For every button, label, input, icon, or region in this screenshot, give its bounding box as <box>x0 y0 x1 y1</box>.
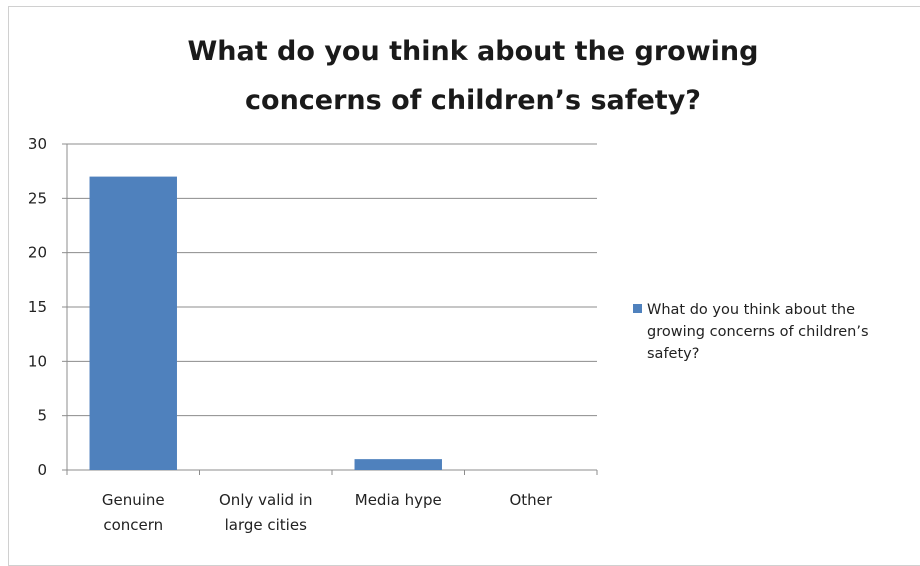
y-tick-label: 20 <box>28 244 47 262</box>
bar <box>89 176 177 470</box>
bars <box>89 176 442 470</box>
x-category-label: Only valid in <box>219 491 313 509</box>
y-tick-label: 5 <box>37 407 47 425</box>
y-tick-label: 10 <box>28 352 47 370</box>
y-tick-label: 30 <box>28 135 47 153</box>
chart-title-line: concerns of children’s safety? <box>245 85 701 116</box>
chart-title: What do you think about the growing conce… <box>188 36 759 116</box>
x-category-label: large cities <box>225 516 307 534</box>
x-category-label: Genuine <box>102 491 165 509</box>
x-category-label: concern <box>103 516 163 534</box>
legend-label: safety? <box>647 346 699 362</box>
y-tick-label: 15 <box>28 298 47 316</box>
bar-chart: What do you think about the growing conce… <box>28 36 869 534</box>
x-category-labels: Genuine concern Only valid in large cities M… <box>102 491 553 534</box>
chart-title-line: What do you think about the growing <box>188 36 759 67</box>
legend-label: What do you think about the <box>647 302 855 318</box>
legend-label: growing concerns of children’s <box>647 324 869 340</box>
x-category-label: Media hype <box>355 491 442 509</box>
legend-swatch <box>633 304 642 313</box>
y-tick-label: 25 <box>28 189 47 207</box>
y-tick-label: 0 <box>37 461 47 479</box>
chart-frame: What do you think about the growing conce… <box>8 6 920 566</box>
y-tick-labels: 0 5 10 15 20 25 30 <box>28 135 47 479</box>
bar <box>354 459 442 470</box>
legend: What do you think about the growing conce… <box>633 302 869 362</box>
x-category-label: Other <box>509 491 552 509</box>
